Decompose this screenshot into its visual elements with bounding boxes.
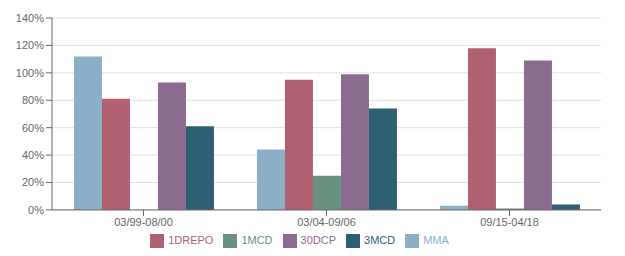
svg-text:140%: 140% [16, 12, 44, 24]
svg-text:03/04-09/06: 03/04-09/06 [297, 216, 356, 228]
html-text:3MCD: 3MCD [364, 233, 396, 246]
svg-text:80%: 80% [22, 94, 44, 106]
svg-text:09/15-04/18: 09/15-04/18 [480, 216, 539, 228]
svg-text:120%: 120% [16, 39, 44, 51]
svg-text:60%: 60% [22, 122, 44, 134]
svg-text:03/99-08/00: 03/99-08/00 [114, 216, 173, 228]
html-text:30DCP: 30DCP [300, 233, 336, 246]
html-text:1DREPO: 1DREPO [168, 233, 214, 246]
svg-text:40%: 40% [22, 149, 44, 161]
svg-text:0%: 0% [28, 204, 44, 216]
html-text:1MCD: 1MCD [241, 233, 273, 246]
svg-text:100%: 100% [16, 67, 44, 79]
svg-text:20%: 20% [22, 176, 44, 188]
html-text:MMA: MMA [423, 233, 449, 246]
